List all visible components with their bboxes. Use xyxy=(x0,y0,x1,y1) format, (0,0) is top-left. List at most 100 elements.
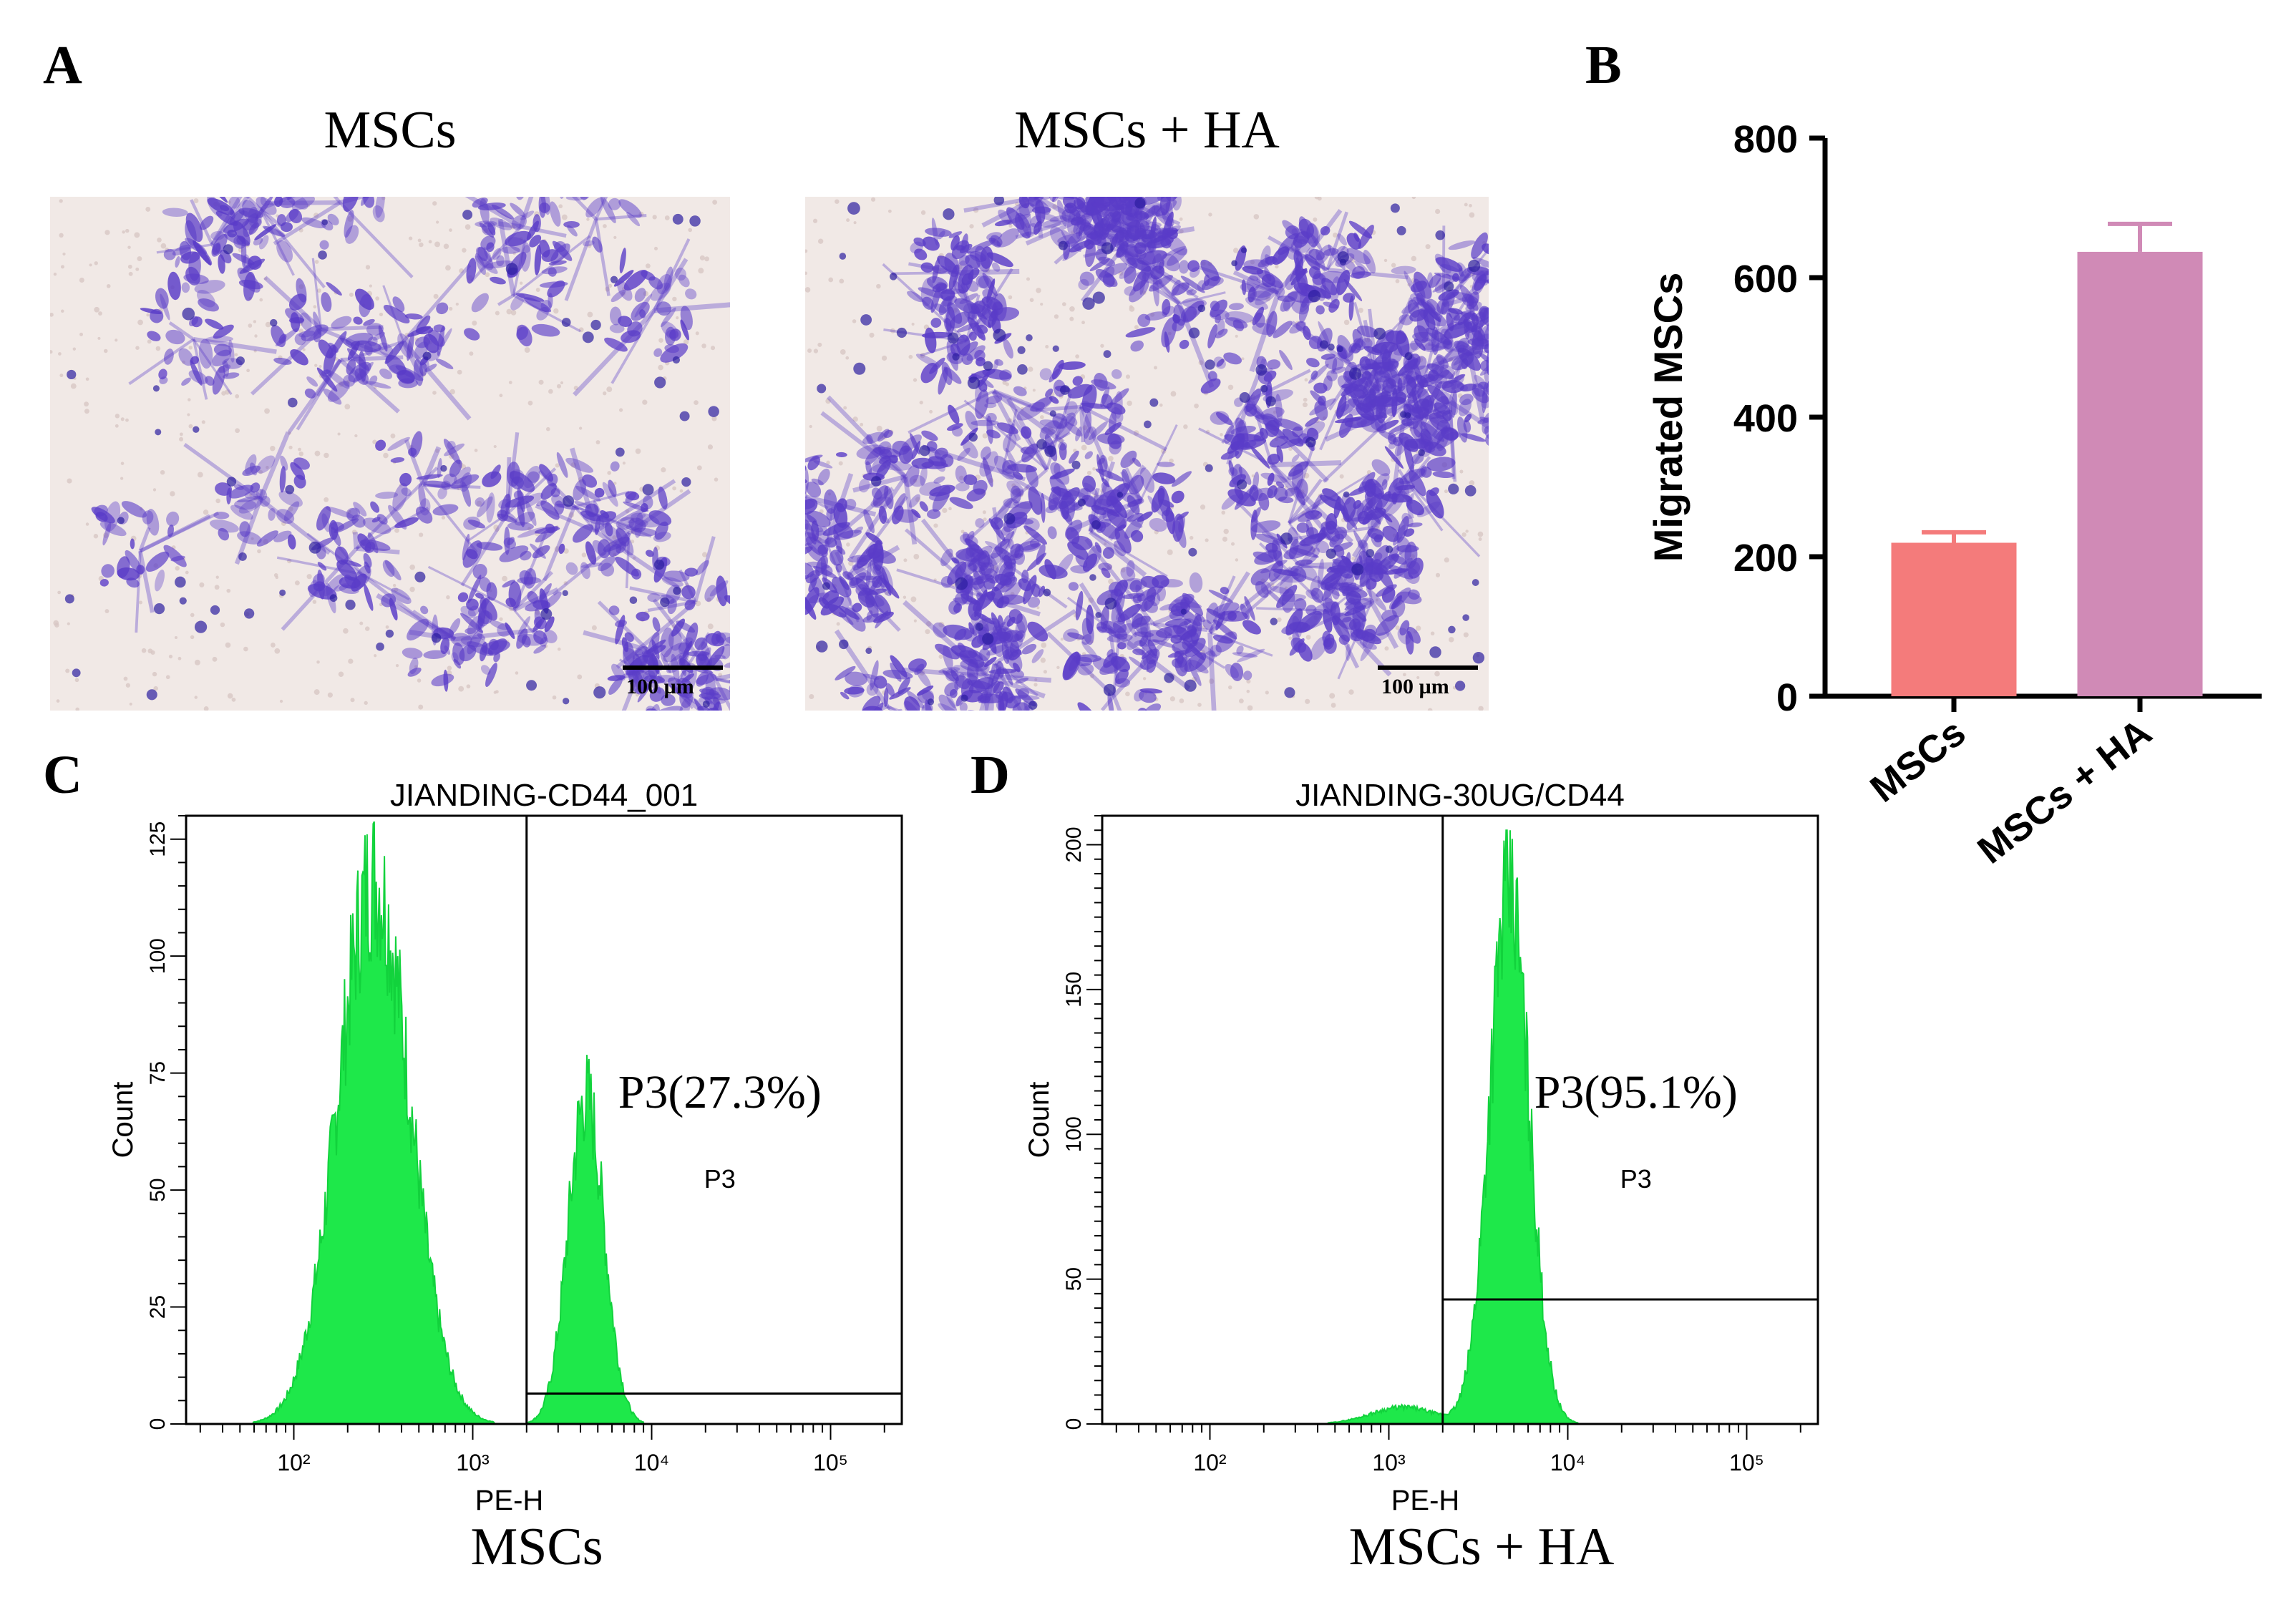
cell-nucleus xyxy=(505,263,518,275)
stained-cell xyxy=(492,248,502,260)
membrane-pore xyxy=(281,521,286,526)
x-tick-label: 10³ xyxy=(1372,1450,1406,1475)
cell-nucleus xyxy=(1092,291,1105,304)
membrane-pore xyxy=(890,328,895,333)
cell-nucleus xyxy=(1400,411,1407,418)
stained-cell xyxy=(641,270,656,281)
membrane-pore xyxy=(548,389,553,394)
membrane-pore xyxy=(1208,678,1215,684)
stained-cell xyxy=(1140,615,1152,645)
membrane-pore xyxy=(1015,202,1019,207)
stained-cell xyxy=(394,517,419,528)
stained-cell xyxy=(635,666,649,681)
stained-cell xyxy=(1137,225,1159,231)
membrane-pore xyxy=(1154,530,1159,535)
cell-process xyxy=(827,395,908,479)
stained-cell xyxy=(1152,472,1176,484)
membrane-pore xyxy=(710,346,716,351)
stained-cell xyxy=(516,324,532,347)
cell-nucleus xyxy=(72,668,81,678)
stained-cell xyxy=(286,209,299,223)
membrane-pore xyxy=(1081,321,1085,325)
stained-cell xyxy=(1356,325,1378,338)
membrane-pore xyxy=(552,695,557,700)
membrane-pore xyxy=(493,525,499,530)
membrane-pore xyxy=(825,398,831,404)
membrane-pore xyxy=(587,243,592,248)
stained-cell xyxy=(1311,493,1323,514)
stained-cell xyxy=(254,224,277,240)
stained-cell xyxy=(985,541,1010,555)
stained-cell xyxy=(1398,314,1414,326)
stained-cell xyxy=(389,597,398,621)
cell-nucleus xyxy=(1343,491,1350,498)
stained-cell xyxy=(1411,394,1421,404)
stained-cell xyxy=(1409,293,1436,314)
membrane-pore xyxy=(1227,384,1234,390)
cell-process xyxy=(263,275,323,331)
stained-cell xyxy=(1130,340,1144,352)
cell-nucleus xyxy=(1095,612,1102,618)
stained-cell xyxy=(1298,216,1311,240)
stained-cell xyxy=(920,465,928,486)
cell-process xyxy=(1337,601,1373,680)
stained-cell xyxy=(1082,475,1096,492)
membrane-pore xyxy=(846,218,850,223)
stained-cell xyxy=(1346,643,1351,661)
stained-cell xyxy=(1044,559,1057,580)
cell-nucleus xyxy=(590,319,601,331)
stained-cell xyxy=(1471,232,1488,259)
stained-cell xyxy=(1346,248,1371,265)
stained-cell xyxy=(431,673,454,687)
stained-cell xyxy=(441,480,451,491)
membrane-pore xyxy=(1028,366,1033,372)
cell-nucleus xyxy=(1462,614,1469,621)
cell-nucleus xyxy=(947,332,959,344)
membrane-pore xyxy=(556,384,562,389)
stained-cell xyxy=(548,260,567,265)
membrane-pore xyxy=(259,298,263,302)
membrane-pore xyxy=(190,635,195,640)
membrane-pore xyxy=(913,553,920,560)
y-tick-label: 600 xyxy=(1733,258,1798,301)
membrane-pore xyxy=(79,332,83,336)
membrane-pore xyxy=(50,350,53,354)
membrane-pore xyxy=(466,684,471,689)
stained-cell xyxy=(550,487,560,497)
stained-cell xyxy=(1363,402,1373,412)
stained-cell xyxy=(968,563,978,572)
cell-nucleus xyxy=(853,362,866,375)
stained-cell xyxy=(1120,450,1137,468)
stained-cell xyxy=(953,545,980,564)
cell-process xyxy=(611,310,656,384)
stained-cell xyxy=(326,369,350,389)
membrane-pore xyxy=(350,698,355,703)
stained-cell xyxy=(213,324,234,339)
cell-process xyxy=(1221,400,1250,444)
cell-nucleus xyxy=(860,314,872,326)
stained-cell xyxy=(1127,498,1143,507)
stained-cell xyxy=(1220,450,1240,460)
membrane-pore xyxy=(695,600,701,607)
cell-process xyxy=(193,336,277,354)
membrane-pore xyxy=(1478,706,1484,711)
stained-cell xyxy=(889,454,898,464)
cell-process xyxy=(1079,406,1086,443)
cell-nucleus xyxy=(1134,197,1146,209)
stained-cell xyxy=(1127,512,1144,522)
stained-cell xyxy=(611,289,626,303)
cell-process xyxy=(183,443,262,501)
membrane-pore xyxy=(220,622,225,628)
cell-nucleus xyxy=(1043,588,1051,597)
stained-cell xyxy=(1310,636,1328,660)
cell-process xyxy=(339,197,369,205)
membrane-pore xyxy=(1170,391,1177,397)
membrane-pore xyxy=(1277,617,1282,623)
stained-cell xyxy=(520,210,535,220)
membrane-pore xyxy=(1238,698,1244,703)
cell-nucleus xyxy=(1472,651,1485,664)
stained-cell xyxy=(517,501,525,527)
stained-cell xyxy=(1315,305,1325,315)
x-tick-label: 10⁴ xyxy=(634,1450,669,1475)
histogram-msc-caption: MSCs xyxy=(470,1518,603,1576)
